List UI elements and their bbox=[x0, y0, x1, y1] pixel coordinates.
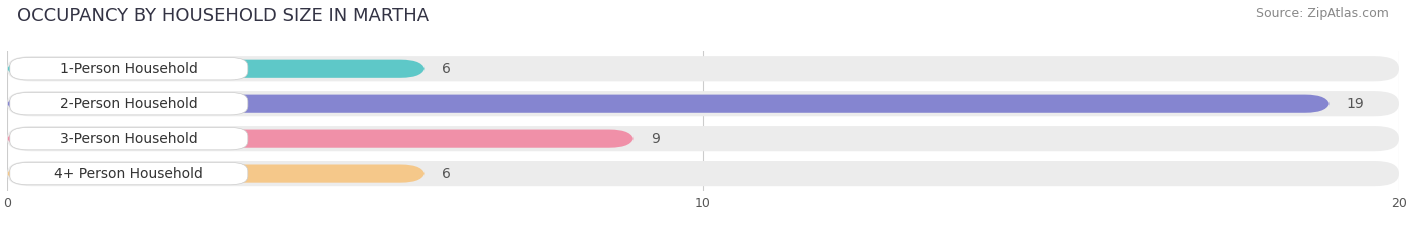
Text: 3-Person Household: 3-Person Household bbox=[60, 132, 198, 146]
FancyBboxPatch shape bbox=[10, 58, 247, 80]
Text: 2-Person Household: 2-Person Household bbox=[60, 97, 198, 111]
Text: OCCUPANCY BY HOUSEHOLD SIZE IN MARTHA: OCCUPANCY BY HOUSEHOLD SIZE IN MARTHA bbox=[17, 7, 429, 25]
FancyBboxPatch shape bbox=[7, 91, 1399, 116]
FancyBboxPatch shape bbox=[7, 130, 633, 148]
FancyBboxPatch shape bbox=[7, 161, 1399, 186]
Text: 1-Person Household: 1-Person Household bbox=[60, 62, 198, 76]
FancyBboxPatch shape bbox=[10, 162, 247, 185]
FancyBboxPatch shape bbox=[10, 127, 247, 150]
Text: 6: 6 bbox=[441, 62, 451, 76]
Text: 6: 6 bbox=[441, 167, 451, 181]
FancyBboxPatch shape bbox=[7, 56, 1399, 81]
FancyBboxPatch shape bbox=[7, 126, 1399, 151]
Text: 19: 19 bbox=[1347, 97, 1364, 111]
FancyBboxPatch shape bbox=[7, 164, 425, 183]
Text: Source: ZipAtlas.com: Source: ZipAtlas.com bbox=[1256, 7, 1389, 20]
Text: 9: 9 bbox=[651, 132, 659, 146]
FancyBboxPatch shape bbox=[7, 60, 425, 78]
Text: 4+ Person Household: 4+ Person Household bbox=[55, 167, 204, 181]
FancyBboxPatch shape bbox=[10, 93, 247, 115]
FancyBboxPatch shape bbox=[7, 95, 1330, 113]
